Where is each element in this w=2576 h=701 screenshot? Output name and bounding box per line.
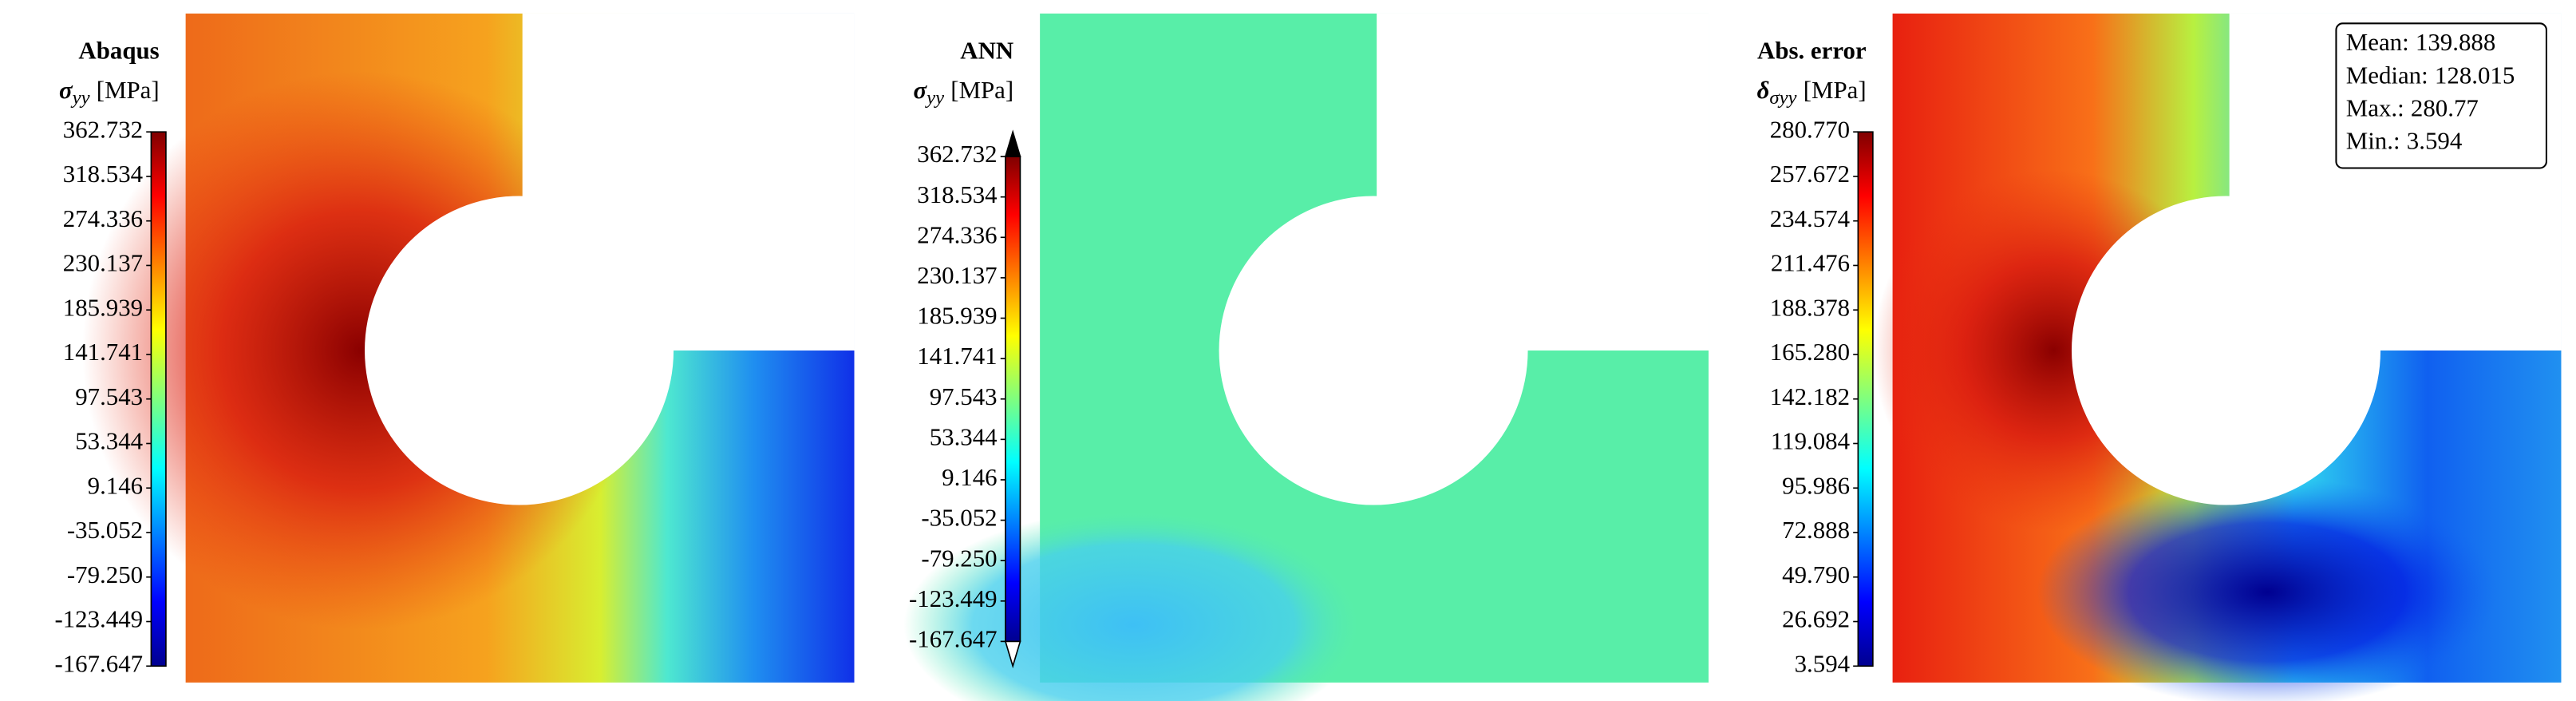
colorbar: [1857, 131, 1874, 667]
tick-label: -79.250: [67, 560, 143, 588]
field-ann: [903, 13, 1709, 701]
stat-line: Median: 128.015: [2346, 61, 2515, 89]
tick-label: 97.543: [75, 382, 143, 410]
tick-label: 257.672: [1770, 160, 1850, 188]
tick-label: -167.647: [54, 649, 143, 677]
tick-label: 211.476: [1771, 249, 1850, 277]
text-part: yy: [924, 87, 944, 109]
tick-label: 53.344: [75, 427, 143, 455]
tick-label: 362.732: [63, 115, 143, 143]
panel-title: Abaqus: [78, 36, 159, 64]
text-part: [MPa]: [950, 76, 1013, 104]
colorbar-label: σyy [MPa]: [913, 76, 1013, 109]
tick-label: 53.344: [930, 422, 998, 450]
tick-label: 234.574: [1770, 204, 1850, 232]
tick-label: 3.594: [1795, 649, 1850, 677]
stat-line: Min.: 3.594: [2346, 127, 2462, 155]
tick-label: 49.790: [1782, 560, 1850, 588]
stat-line: Mean: 139.888: [2346, 28, 2495, 56]
text-part: Mean:: [2346, 28, 2409, 56]
text-part: Median:: [2346, 61, 2428, 89]
tick-label: -79.250: [921, 544, 997, 572]
colorbar: [1005, 156, 1021, 643]
field-abaqus: [81, 13, 855, 683]
stat-line: Max.: 280.77: [2346, 94, 2479, 122]
text-part: σ: [913, 76, 927, 104]
tick-label: 141.741: [63, 338, 143, 366]
text-part: yy: [70, 87, 90, 109]
text-part: Min.:: [2346, 127, 2400, 155]
text-part: 128.015: [2435, 61, 2515, 89]
tick-label: 318.534: [63, 160, 143, 188]
tick-label: 274.336: [63, 204, 143, 232]
text-part: σ: [59, 76, 73, 104]
colorbar: [150, 131, 167, 667]
text-part: δ: [1757, 76, 1770, 104]
tick-label: 72.888: [1782, 516, 1850, 544]
tick-label: 141.741: [917, 342, 997, 370]
text-part: [MPa]: [1804, 76, 1867, 104]
stats-box: [2335, 22, 2547, 169]
tick-label: 362.732: [917, 140, 997, 168]
colorbar-label: σyy [MPa]: [59, 76, 160, 109]
colorbar-label: δσyy [MPa]: [1757, 76, 1867, 109]
tick-label: 97.543: [930, 382, 998, 410]
tick-label: 9.146: [88, 471, 143, 499]
colorbar-extend-max: [1004, 129, 1021, 157]
text-part: σyy: [1769, 87, 1796, 109]
tick-label: 318.534: [917, 180, 997, 208]
panel-title: ANN: [960, 36, 1013, 64]
tick-label: -35.052: [921, 504, 997, 532]
text-part: 280.77: [2411, 94, 2479, 122]
tick-label: -123.449: [909, 584, 998, 612]
tick-label: 185.939: [917, 302, 997, 330]
tick-label: -123.449: [54, 605, 143, 633]
panel-title: Abs. error: [1757, 36, 1867, 64]
tick-label: 185.939: [63, 293, 143, 321]
text-part: 3.594: [2407, 127, 2462, 155]
text-part: Max.:: [2346, 94, 2404, 122]
tick-label: 188.378: [1770, 293, 1850, 321]
tick-label: 230.137: [917, 261, 997, 289]
tick-label: -167.647: [909, 624, 998, 652]
tick-label: 274.336: [917, 220, 997, 248]
text-part: [MPa]: [97, 76, 160, 104]
tick-label: 165.280: [1770, 338, 1850, 366]
tick-label: 142.182: [1770, 382, 1850, 410]
tick-label: 230.137: [63, 249, 143, 277]
tick-label: 95.986: [1782, 471, 1850, 499]
tick-label: 9.146: [942, 463, 997, 491]
text-part: 139.888: [2416, 28, 2495, 56]
colorbar-extend-min: [1004, 640, 1021, 669]
tick-label: -35.052: [67, 516, 143, 544]
tick-label: 280.770: [1770, 115, 1850, 143]
tick-label: 119.084: [1771, 427, 1850, 455]
tick-label: 26.692: [1782, 605, 1850, 633]
